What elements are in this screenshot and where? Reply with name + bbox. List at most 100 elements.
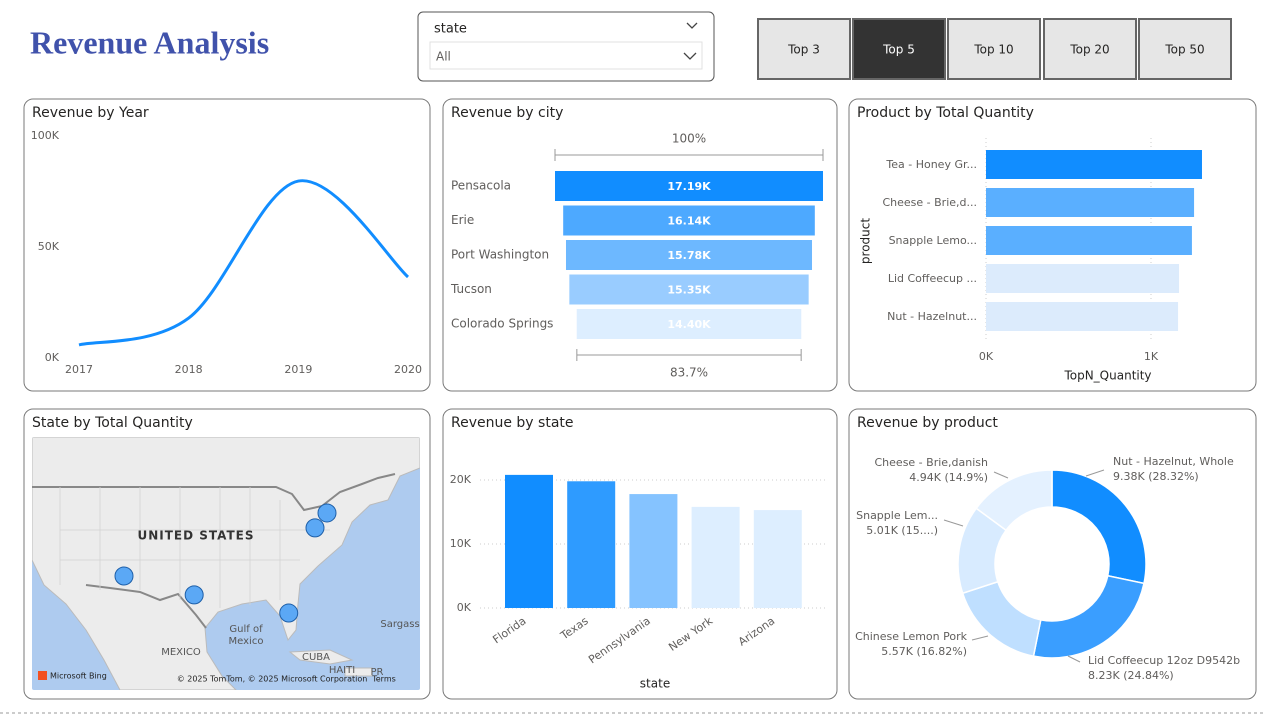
category-label: Erie [451, 213, 474, 227]
visual-frame [848, 408, 1257, 700]
map-land [288, 649, 373, 677]
slicer-label: state [434, 22, 467, 37]
funnel-rate-bar [576, 349, 802, 361]
data-label: 14.40K [667, 318, 711, 331]
page-title: Revenue Analysis [30, 24, 269, 60]
x-tick-label: 2019 [284, 363, 312, 376]
y-tick-label: 0K [457, 601, 472, 614]
button-label: Top 10 [973, 43, 1013, 57]
x-axis-title: state [640, 677, 670, 691]
y-tick-label: 100K [31, 129, 60, 142]
topn-button[interactable] [1043, 18, 1137, 80]
category-label: Colorado Springs [451, 317, 553, 331]
bar [986, 188, 1195, 217]
slice-name: Chinese Lemon Pork [855, 630, 968, 643]
map-bubble[interactable] [279, 603, 299, 623]
visual-map: State by Total Quantity UNITED STATES MEXI… [23, 408, 431, 700]
topn-button[interactable] [947, 18, 1041, 80]
slice-value: 9.38K (28.32%) [1113, 470, 1199, 483]
slice-value: 8.23K (24.84%) [1088, 669, 1174, 682]
button-label: Top 20 [1069, 43, 1109, 57]
slicer-selection: All [436, 50, 451, 64]
visual-donut: Revenue by product Nut - Hazelnut, Whole 9… [848, 408, 1257, 700]
category-label: Cheese - Brie,d... [882, 196, 977, 209]
bar [986, 226, 1192, 255]
map-label: Mexico [229, 636, 264, 647]
category-label: Snapple Lemo... [889, 234, 977, 247]
x-tick-label: 2018 [175, 363, 203, 376]
map-bubble[interactable] [114, 566, 134, 586]
data-label: 15.78K [667, 249, 711, 262]
map-label: © 2025 TomTom, © 2025 Microsoft Corporat… [177, 675, 368, 684]
leader-line [971, 635, 989, 641]
leader-line [1067, 655, 1081, 663]
slice-value: 5.01K (15....) [866, 524, 938, 537]
funnel-bar [576, 309, 802, 339]
map-bubble[interactable] [184, 585, 204, 605]
country-border [85, 584, 207, 629]
visual-title: Revenue by product [857, 415, 998, 431]
y-tick-label: 0K [45, 351, 60, 364]
collapse-icon[interactable] [686, 22, 698, 29]
visual-title: Revenue by state [451, 415, 574, 431]
slicer-dropdown[interactable] [429, 41, 703, 70]
topn-buttons: Top 3 Top 5 Top 10 Top 20 Top 50 [757, 18, 1232, 80]
slice-name: Lid Coffeecup 12oz D9542b [1088, 654, 1240, 667]
slice-value: 4.94K (14.9%) [909, 471, 988, 484]
y-tick-label: 20K [450, 473, 472, 486]
category-label: Lid Coffeecup ... [888, 272, 977, 285]
funnel-rate-label: 100% [672, 132, 706, 146]
bar [986, 264, 1180, 293]
button-label: Top 50 [1164, 43, 1204, 57]
y-tick-label: 10K [450, 537, 472, 550]
topn-button[interactable] [852, 18, 946, 80]
leader-line [943, 519, 964, 527]
map-bubble[interactable] [317, 503, 337, 523]
state-slicer[interactable]: state All [417, 11, 715, 82]
category-label: Pensacola [451, 179, 511, 193]
line-series [78, 179, 410, 347]
map-label: UNITED STATES [137, 529, 254, 543]
bing-logo [38, 671, 47, 680]
leader-line [993, 471, 1009, 479]
funnel-bar [563, 205, 815, 236]
map-label: PR [371, 667, 384, 678]
category-label: Port Washington [451, 248, 549, 262]
bar[interactable] [505, 474, 553, 608]
bar[interactable] [691, 506, 740, 608]
map-label: CUBA [302, 652, 330, 663]
button-label: Top 5 [882, 43, 915, 57]
x-tick-label: 1K [1144, 350, 1159, 363]
dropdown-icon[interactable] [683, 52, 697, 60]
visual-title: State by Total Quantity [32, 415, 193, 431]
visual-funnel: Revenue by city 100% 83.7% Pensacola 17.19K E… [442, 98, 838, 392]
category-label: Tea - Honey Gr... [885, 158, 977, 171]
funnel-bar [565, 240, 813, 270]
slice-name: Snapple Lem... [856, 509, 938, 522]
bar[interactable] [629, 494, 678, 608]
bar[interactable] [753, 510, 802, 608]
funnel-bar [555, 171, 823, 201]
topn-button[interactable] [757, 18, 851, 80]
map-label: Gulf of [229, 624, 263, 635]
y-tick-label: 50K [38, 240, 60, 253]
map-label: Terms [371, 675, 396, 684]
data-label: 16.14K [667, 215, 711, 228]
state-borders [59, 487, 330, 608]
slice-name: Cheese - Brie,danish [875, 456, 989, 469]
bar [986, 150, 1202, 179]
topn-button[interactable] [1138, 18, 1232, 80]
data-label: 15.35K [667, 284, 711, 297]
x-tick-label: 0K [979, 350, 994, 363]
donut-slice[interactable] [975, 469, 1053, 532]
visual-title: Revenue by Year [32, 105, 149, 121]
map-bubble[interactable] [305, 518, 325, 538]
bar[interactable] [567, 481, 616, 608]
map-label: Microsoft Bing [50, 672, 107, 681]
map-land [32, 437, 420, 690]
bar [986, 302, 1179, 331]
slice-value: 5.57K (16.82%) [881, 645, 967, 658]
